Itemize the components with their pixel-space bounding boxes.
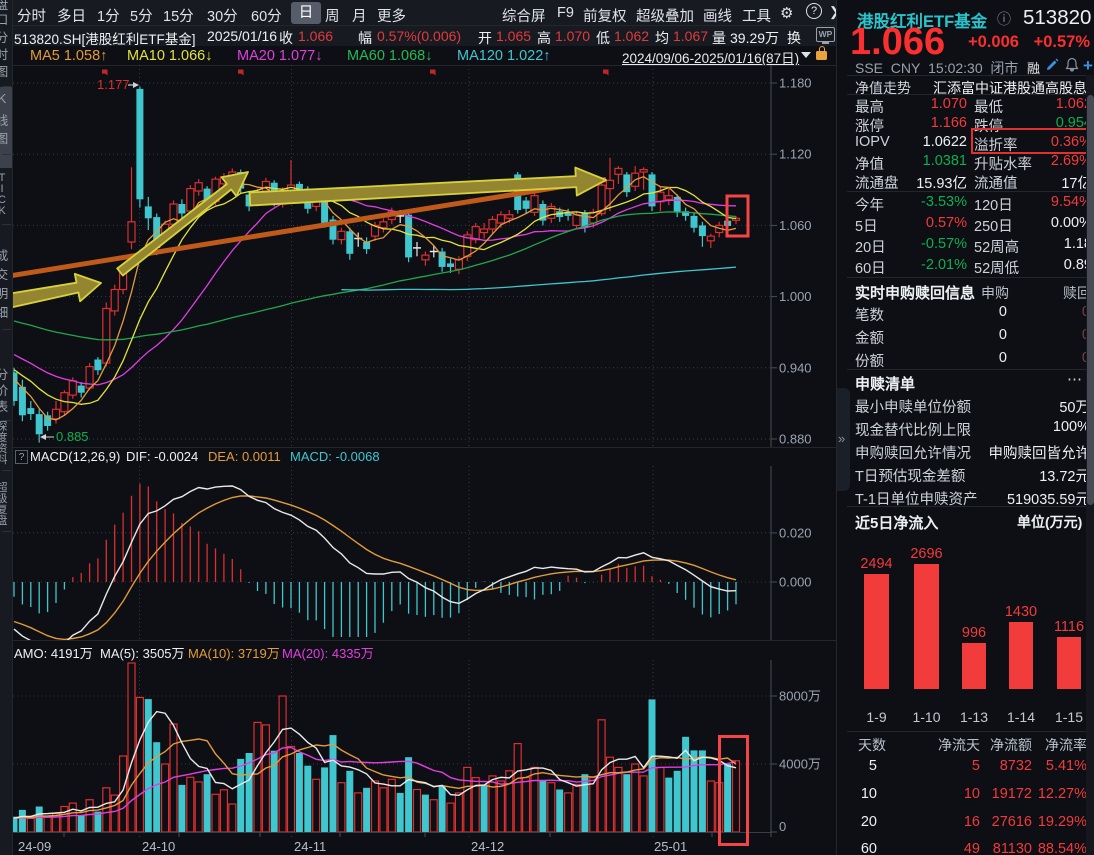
svg-text:1.120: 1.120 <box>779 147 812 162</box>
svg-text:1.060: 1.060 <box>779 218 812 233</box>
svg-text:1.177: 1.177 <box>97 77 130 92</box>
svg-text:1.180: 1.180 <box>779 76 812 91</box>
svg-text:1.000: 1.000 <box>779 289 812 304</box>
svg-text:0.940: 0.940 <box>779 360 812 375</box>
svg-text:0.000: 0.000 <box>779 575 812 590</box>
svg-text:0.880: 0.880 <box>779 432 812 447</box>
svg-text:0.020: 0.020 <box>779 525 812 540</box>
svg-text:4000万: 4000万 <box>779 757 821 772</box>
svg-text:0.885: 0.885 <box>56 429 89 444</box>
svg-text:0: 0 <box>779 819 786 834</box>
svg-text:8000万: 8000万 <box>779 689 821 704</box>
